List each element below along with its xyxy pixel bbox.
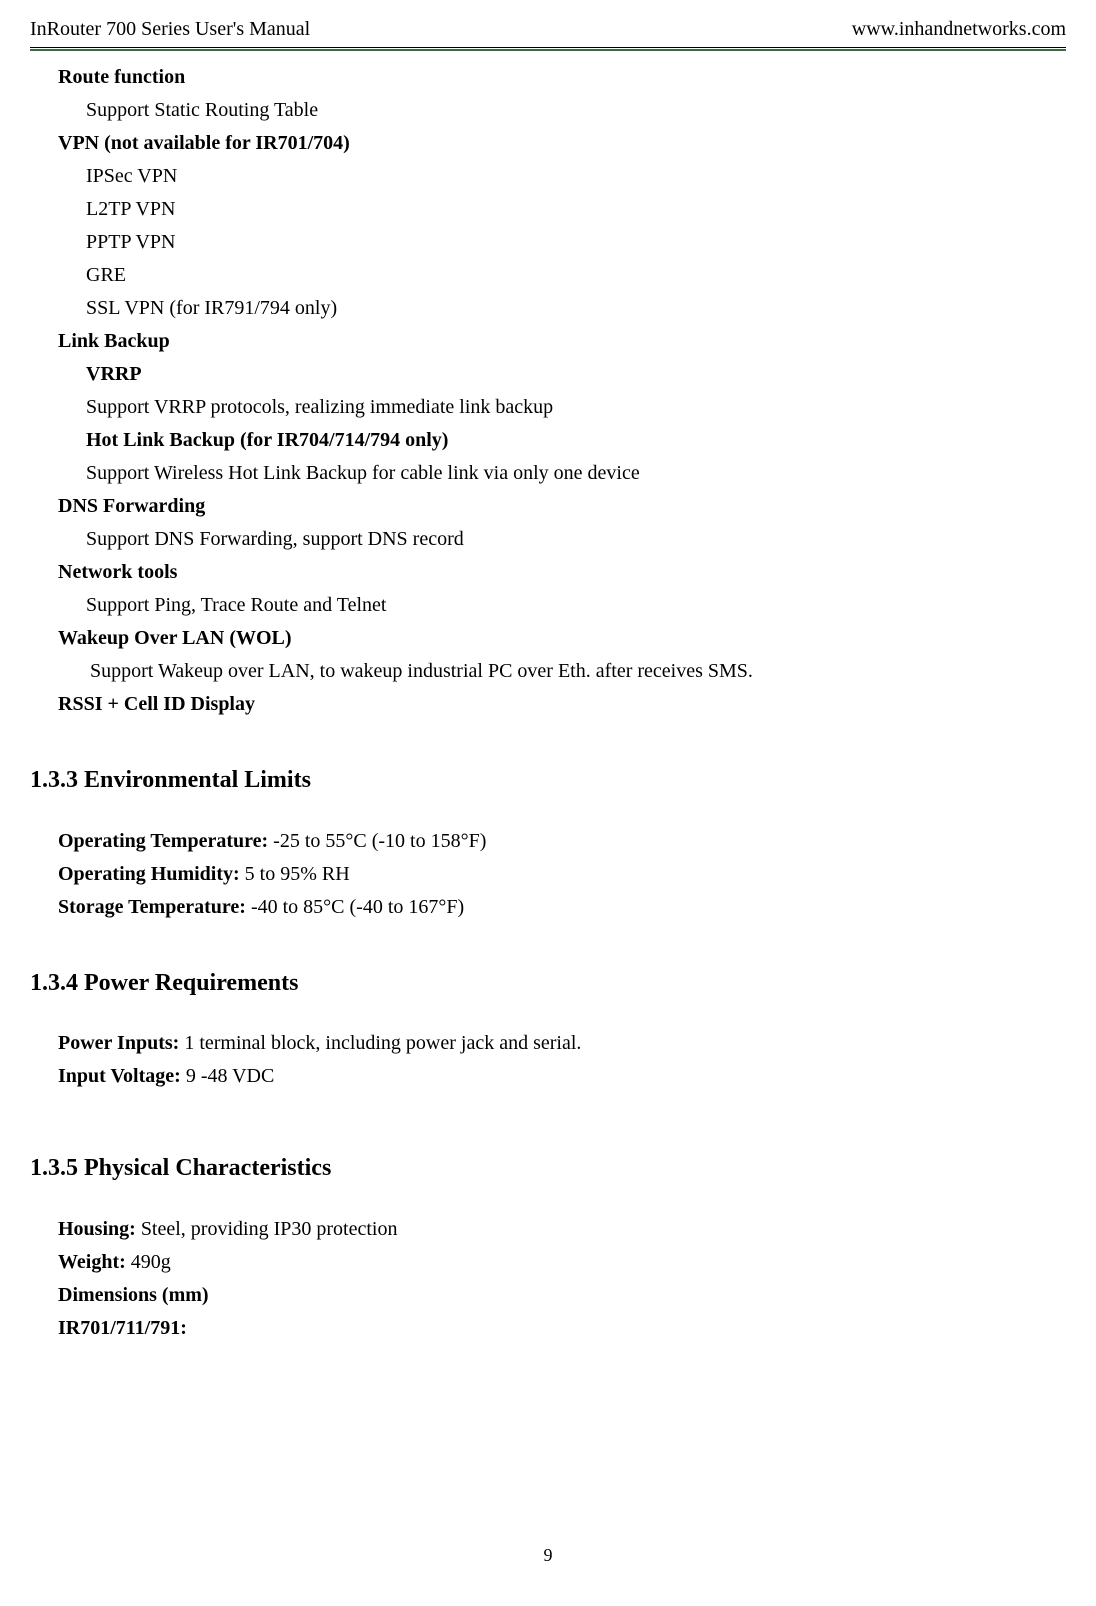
phys-housing-val: Steel, providing IP30 protection <box>141 1218 398 1240</box>
hot-link-title: Hot Link Backup (for IR704/714/794 only) <box>58 424 1066 457</box>
vpn-gre: GRE <box>58 259 1066 292</box>
hot-link-desc: Support Wireless Hot Link Backup for cab… <box>58 457 1066 490</box>
env-op-temp-val: -25 to 55°C (-10 to 158°F) <box>273 830 486 852</box>
phys-weight-label: Weight: <box>58 1251 131 1273</box>
network-tools-desc: Support Ping, Trace Route and Telnet <box>58 589 1066 622</box>
phys-ir: IR701/711/791: <box>58 1312 1066 1345</box>
vrrp-desc: Support VRRP protocols, realizing immedi… <box>58 391 1066 424</box>
dns-desc: Support DNS Forwarding, support DNS reco… <box>58 523 1066 556</box>
route-function-title: Route function <box>58 61 1066 94</box>
content-body: Route function Support Static Routing Ta… <box>30 61 1066 1345</box>
phys-housing-label: Housing: <box>58 1218 141 1240</box>
env-op-hum-val: 5 to 95% RH <box>245 863 350 885</box>
phys-heading: 1.3.5 Physical Characteristics <box>30 1149 1066 1189</box>
env-heading: 1.3.3 Environmental Limits <box>30 761 1066 801</box>
phys-weight: Weight: 490g <box>58 1246 1066 1279</box>
vrrp-title: VRRP <box>58 358 1066 391</box>
vpn-title: VPN (not available for IR701/704) <box>58 127 1066 160</box>
page-footer: 9 <box>30 1545 1066 1566</box>
vpn-l2tp: L2TP VPN <box>58 193 1066 226</box>
link-backup-title: Link Backup <box>58 325 1066 358</box>
route-function-desc: Support Static Routing Table <box>58 94 1066 127</box>
wol-title: Wakeup Over LAN (WOL) <box>58 622 1066 655</box>
power-inputs-val: 1 terminal block, including power jack a… <box>184 1032 581 1054</box>
phys-weight-val: 490g <box>131 1251 171 1273</box>
dns-title: DNS Forwarding <box>58 490 1066 523</box>
power-voltage-val: 9 -48 VDC <box>186 1065 275 1087</box>
vpn-ipsec: IPSec VPN <box>58 160 1066 193</box>
env-op-temp: Operating Temperature: -25 to 55°C (-10 … <box>58 825 1066 858</box>
power-voltage-label: Input Voltage: <box>58 1065 186 1087</box>
phys-housing: Housing: Steel, providing IP30 protectio… <box>58 1213 1066 1246</box>
header-divider-thin <box>30 47 1066 48</box>
env-op-hum: Operating Humidity: 5 to 95% RH <box>58 858 1066 891</box>
header-left: InRouter 700 Series User's Manual <box>30 18 310 41</box>
power-inputs: Power Inputs: 1 terminal block, includin… <box>58 1027 1066 1060</box>
wol-desc: Support Wakeup over LAN, to wakeup indus… <box>58 655 1066 688</box>
page-container: InRouter 700 Series User's Manual www.in… <box>0 0 1096 1606</box>
power-voltage: Input Voltage: 9 -48 VDC <box>58 1060 1066 1093</box>
rssi-title: RSSI + Cell ID Display <box>58 688 1066 721</box>
vpn-pptp: PPTP VPN <box>58 226 1066 259</box>
header-divider-green <box>30 49 1066 51</box>
vpn-ssl: SSL VPN (for IR791/794 only) <box>58 292 1066 325</box>
network-tools-title: Network tools <box>58 556 1066 589</box>
power-inputs-label: Power Inputs: <box>58 1032 184 1054</box>
page-header: InRouter 700 Series User's Manual www.in… <box>30 18 1066 45</box>
page-number: 9 <box>544 1545 553 1565</box>
env-st-temp-label: Storage Temperature: <box>58 896 251 918</box>
env-op-temp-label: Operating Temperature: <box>58 830 273 852</box>
env-st-temp: Storage Temperature: -40 to 85°C (-40 to… <box>58 891 1066 924</box>
env-st-temp-val: -40 to 85°C (-40 to 167°F) <box>251 896 464 918</box>
phys-dim: Dimensions (mm) <box>58 1279 1066 1312</box>
power-heading: 1.3.4 Power Requirements <box>30 964 1066 1004</box>
header-right: www.inhandnetworks.com <box>852 18 1066 41</box>
env-op-hum-label: Operating Humidity: <box>58 863 245 885</box>
